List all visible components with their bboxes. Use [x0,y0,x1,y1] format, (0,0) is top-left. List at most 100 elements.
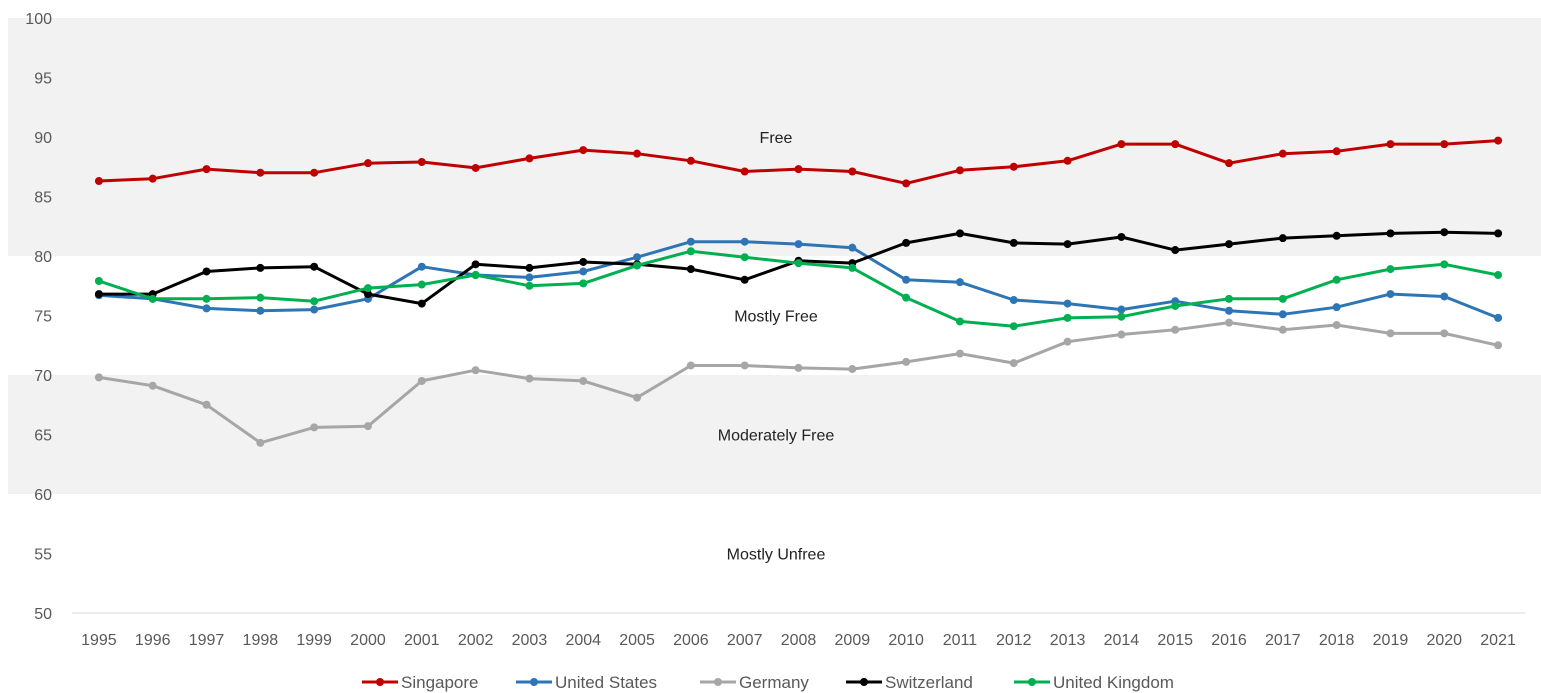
data-point-singapore [1332,147,1341,156]
data-point-singapore [1494,136,1503,145]
band-label-moderately-free: Moderately Free [718,428,835,445]
data-point-germany [740,361,749,370]
data-point-germany [94,373,103,382]
x-tick-label: 2016 [1211,632,1247,649]
data-point-united-states [1494,313,1503,322]
data-point-united-kingdom [686,247,695,256]
data-point-united-states [1063,299,1072,308]
y-tick-label: 75 [34,309,52,326]
x-tick-label: 2017 [1265,632,1301,649]
data-point-germany [1386,329,1395,338]
data-point-united-kingdom [1171,301,1180,310]
data-point-united-states [794,240,803,249]
data-point-united-states [902,275,911,284]
x-tick-label: 2007 [727,632,763,649]
data-point-germany [955,349,964,358]
data-point-germany [848,365,857,374]
x-tick-label: 2005 [619,632,655,649]
legend: Singapore United States Germany Switzerland… [362,673,1174,692]
data-point-switzerland [417,299,426,308]
data-point-singapore [471,163,480,172]
data-point-united-kingdom [1063,313,1072,322]
data-point-united-states [1386,290,1395,299]
data-point-singapore [256,168,265,177]
y-tick-label: 100 [25,11,52,28]
band-label-mostly-free: Mostly Free [734,309,818,326]
data-point-switzerland [1117,232,1126,241]
data-point-singapore [1171,140,1180,149]
data-point-singapore [686,156,695,165]
legend-item-united-kingdom: United Kingdom [1014,673,1174,692]
data-point-switzerland [256,263,265,272]
x-tick-label: 2021 [1480,632,1516,649]
data-point-singapore [579,146,588,155]
legend-swatch-marker [714,678,722,686]
data-point-germany [363,422,372,431]
data-point-united-kingdom [417,280,426,289]
y-tick-label: 50 [34,606,52,623]
data-point-switzerland [1332,231,1341,240]
data-point-singapore [525,154,534,163]
x-tick-label: 2001 [404,632,440,649]
data-point-germany [1117,330,1126,339]
data-point-united-kingdom [363,284,372,293]
data-point-united-kingdom [1009,322,1018,331]
legend-item-switzerland: Switzerland [846,673,973,692]
data-point-singapore [202,165,211,174]
y-tick-label: 80 [34,249,52,266]
data-point-switzerland [579,257,588,266]
y-tick-label: 90 [34,130,52,147]
data-point-singapore [1225,159,1234,168]
data-point-united-states [740,237,749,246]
y-tick-label: 65 [34,428,52,445]
data-point-switzerland [955,229,964,238]
y-tick-label: 95 [34,71,52,88]
data-point-switzerland [1171,246,1180,255]
legend-label: Singapore [401,673,479,692]
data-point-united-kingdom [1117,312,1126,321]
series-united-states [94,237,1503,322]
data-point-united-states [1009,296,1018,305]
data-point-united-states [310,305,319,314]
data-point-united-states [955,278,964,287]
x-tick-label: 2012 [996,632,1032,649]
data-point-united-kingdom [1332,275,1341,284]
band-label-mostly-unfree: Mostly Unfree [727,547,826,564]
data-point-singapore [848,167,857,176]
y-tick-label: 60 [34,487,52,504]
data-point-switzerland [1278,234,1287,243]
data-point-switzerland [525,263,534,272]
data-point-singapore [417,157,426,166]
x-tick-label: 2002 [458,632,494,649]
data-point-united-kingdom [471,271,480,280]
data-point-switzerland [310,262,319,271]
data-point-singapore [794,165,803,174]
x-tick-label: 1997 [189,632,225,649]
legend-item-united-states: United States [516,673,657,692]
data-point-united-kingdom [525,281,534,290]
data-point-singapore [633,149,642,158]
data-point-germany [202,400,211,409]
x-tick-label: 2003 [512,632,548,649]
data-point-united-kingdom [94,276,103,285]
data-point-united-kingdom [1386,265,1395,274]
data-point-united-states [686,237,695,246]
legend-item-singapore: Singapore [362,673,479,692]
y-tick-label: 85 [34,190,52,207]
x-tick-label: 2013 [1050,632,1086,649]
data-point-united-states [1332,303,1341,312]
data-point-germany [794,363,803,372]
data-point-germany [633,393,642,402]
data-point-singapore [955,166,964,175]
data-point-switzerland [1440,228,1449,237]
series-germany [94,318,1503,447]
series-singapore [94,136,1503,188]
data-point-united-kingdom [740,253,749,262]
data-point-singapore [1386,140,1395,149]
data-point-united-states [1117,305,1126,314]
data-point-switzerland [202,267,211,276]
legend-item-germany: Germany [700,673,809,692]
band-moderately-free [8,375,1541,494]
data-point-switzerland [94,290,103,299]
